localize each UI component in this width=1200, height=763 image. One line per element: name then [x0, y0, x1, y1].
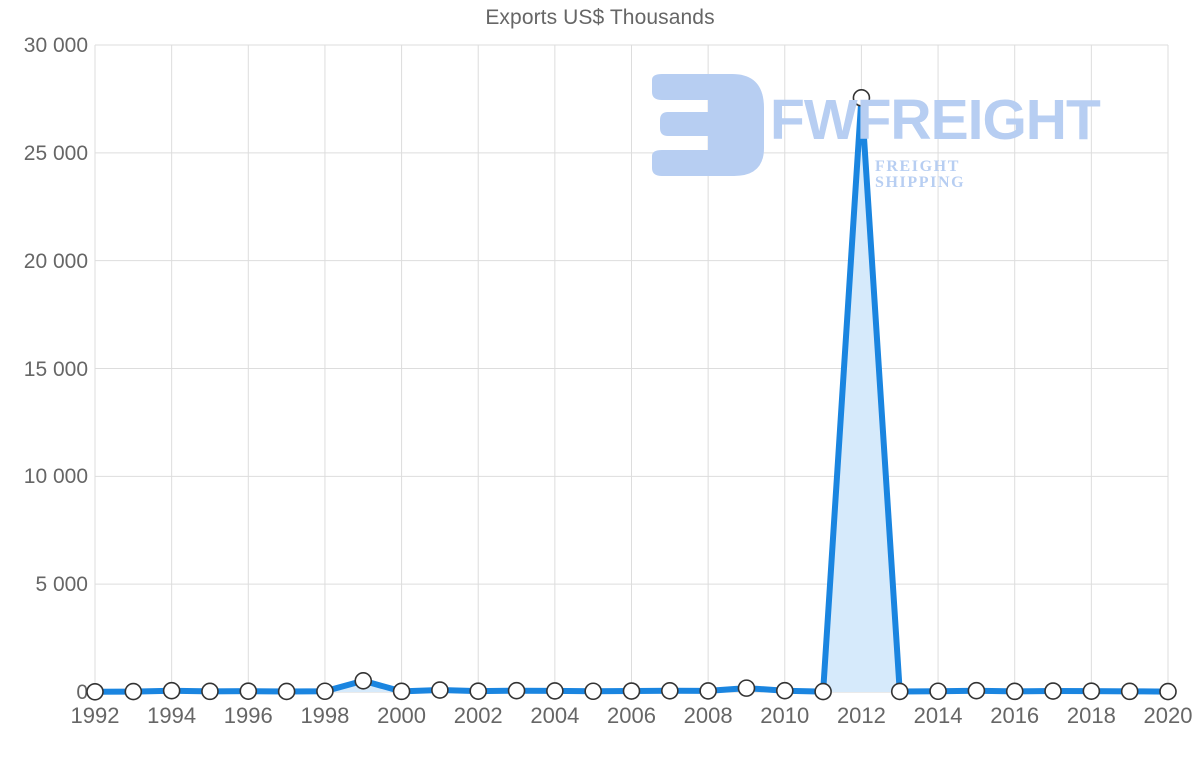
x-axis-tick-label: 2020 — [1143, 703, 1193, 728]
y-axis-tick-label: 30 000 — [23, 34, 88, 57]
data-point-marker[interactable] — [1044, 682, 1062, 700]
data-point-marker[interactable] — [1005, 682, 1024, 701]
data-point-marker[interactable] — [1159, 682, 1177, 701]
data-point-marker[interactable] — [814, 682, 832, 701]
x-axis-tick-label: 1992 — [70, 703, 120, 728]
data-point-marker[interactable] — [1120, 682, 1139, 701]
data-point-marker[interactable] — [431, 681, 449, 699]
data-point-marker[interactable] — [316, 682, 334, 701]
data-point-marker[interactable] — [239, 682, 258, 700]
x-axis-tick-label: 2000 — [377, 703, 427, 728]
x-axis-tick-label: 2006 — [607, 703, 656, 728]
data-point-marker[interactable] — [86, 682, 104, 701]
chart-title: Exports US$ Thousands — [485, 6, 715, 29]
x-axis-tick-label: 2010 — [760, 703, 810, 728]
y-axis-tick-label: 20 000 — [23, 249, 88, 273]
data-point-marker[interactable] — [277, 682, 296, 701]
data-point-marker[interactable] — [201, 682, 219, 701]
data-point-marker[interactable] — [354, 671, 373, 690]
x-axis-tick-label: 2004 — [530, 703, 580, 728]
y-axis-tick-label: 5 000 — [35, 573, 88, 597]
x-axis-tick-label: 2012 — [836, 703, 886, 728]
data-point-marker[interactable] — [890, 682, 909, 701]
data-point-marker[interactable] — [661, 682, 679, 700]
data-point-marker[interactable] — [1082, 682, 1101, 700]
data-point-marker[interactable] — [699, 682, 717, 700]
x-axis-tick-label: 1998 — [300, 703, 350, 728]
y-axis-tick-label: 15 000 — [23, 357, 88, 381]
y-axis-tick-label: 25 000 — [23, 141, 88, 165]
x-axis-tick-label: 2008 — [683, 703, 733, 728]
y-axis-tick-labels: 0 5 000 10 000 15 000 20 000 25 000 30 000 — [0, 0, 88, 763]
y-axis-tick-label: 10 000 — [23, 465, 88, 489]
data-point-marker[interactable] — [124, 682, 143, 701]
x-axis-tick-label: 2016 — [990, 703, 1040, 728]
y-axis-tick-label: 0 — [76, 681, 88, 704]
data-point-marker[interactable] — [737, 679, 756, 697]
data-point-marker[interactable] — [967, 681, 986, 700]
x-axis-tick-label: 1996 — [223, 703, 273, 728]
x-axis-tick-label: 2014 — [913, 703, 963, 728]
data-point-marker[interactable] — [775, 681, 794, 700]
data-point-marker[interactable] — [584, 682, 602, 701]
data-point-marker[interactable] — [469, 682, 488, 700]
data-point-marker[interactable] — [622, 682, 641, 700]
x-axis-tick-label: 1994 — [147, 703, 197, 728]
x-axis-tick-label: 2018 — [1066, 703, 1116, 728]
data-point-marker[interactable] — [507, 681, 526, 700]
data-point-marker[interactable] — [929, 682, 947, 701]
data-point-marker[interactable] — [392, 682, 411, 701]
x-axis-tick-label: 2002 — [453, 703, 503, 728]
data-point-marker[interactable] — [852, 89, 871, 107]
data-point-marker[interactable] — [546, 682, 564, 700]
data-point-marker[interactable] — [162, 681, 181, 700]
gridlines — [94, 44, 1169, 693]
data-point-markers — [86, 89, 1177, 701]
